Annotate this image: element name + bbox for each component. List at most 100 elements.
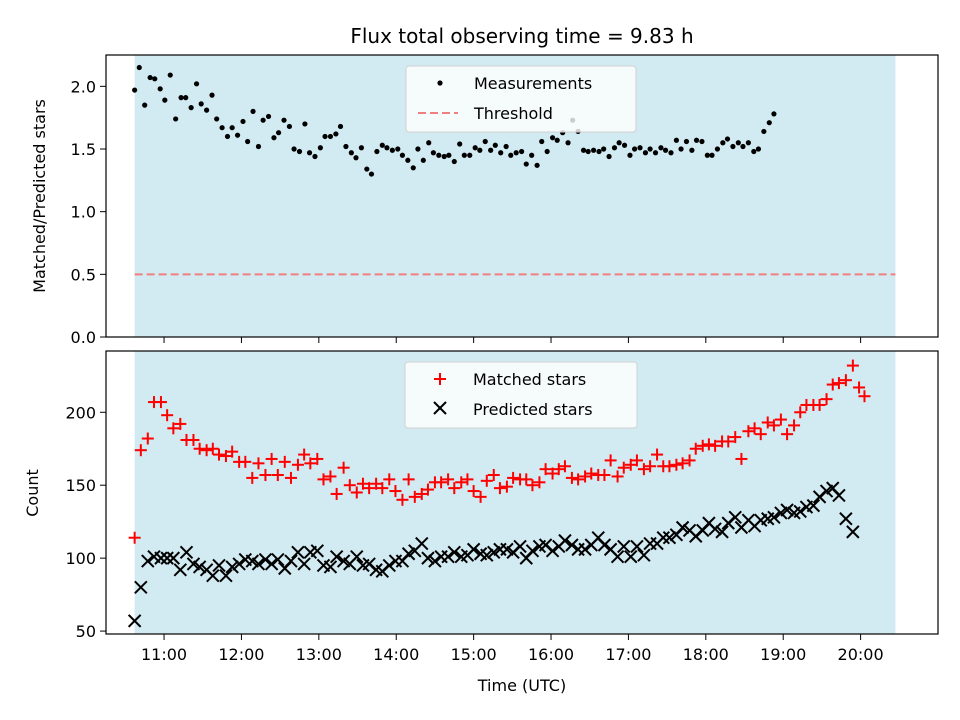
predicted-point xyxy=(578,542,592,557)
measurement-point xyxy=(658,145,664,151)
x-tick-label: 12:00 xyxy=(218,645,264,664)
measurement-point xyxy=(384,145,390,151)
measurement-point xyxy=(420,157,426,163)
measurement-point xyxy=(255,143,262,150)
top-x-ticks xyxy=(163,337,862,343)
measurement-point xyxy=(590,147,597,153)
top-y-tick-label: 1.5 xyxy=(71,140,96,159)
matched-point xyxy=(265,452,278,465)
predicted-point xyxy=(728,510,742,525)
top-y-tick-label: 0.0 xyxy=(71,328,96,347)
measurement-point xyxy=(157,86,163,92)
predicted-point xyxy=(767,510,781,525)
x-axis-label: Time (UTC) xyxy=(477,676,566,695)
matched-point xyxy=(350,486,363,499)
measurement-point xyxy=(508,152,514,158)
matched-point xyxy=(858,390,871,403)
predicted-point xyxy=(832,488,846,503)
predicted-point xyxy=(225,560,239,574)
predicted-point xyxy=(141,554,155,568)
measurement-point xyxy=(260,117,266,123)
measurement-point xyxy=(482,138,488,145)
predicted-point xyxy=(466,542,481,557)
matched-point xyxy=(839,374,852,387)
measurement-point xyxy=(410,165,416,171)
matched-point xyxy=(651,448,664,461)
matched-point xyxy=(676,457,689,470)
matched-point xyxy=(552,463,565,476)
matched-point xyxy=(246,471,259,484)
measurement-point xyxy=(596,148,602,155)
predicted-point xyxy=(428,554,442,568)
measurement-point xyxy=(492,142,498,148)
matched-point xyxy=(644,460,657,473)
predicted-point xyxy=(839,512,853,526)
measurement-point xyxy=(333,131,339,137)
predicted-point xyxy=(264,557,279,571)
top-y-axis-label: Matched/Predicted stars xyxy=(30,99,49,293)
measurement-point xyxy=(745,140,751,146)
measurement-point xyxy=(306,150,313,156)
predicted-point xyxy=(656,531,670,545)
measurement-point xyxy=(523,161,529,167)
measurement-point xyxy=(209,92,215,98)
bottom-axes-frame xyxy=(105,350,939,635)
matched-point xyxy=(630,454,643,467)
measurement-point xyxy=(477,147,483,153)
matched-point xyxy=(696,439,709,452)
matched-point xyxy=(383,473,396,486)
measurement-point xyxy=(281,117,287,123)
measurement-point xyxy=(173,116,179,122)
chart-title: Flux total observing time = 9.83 h xyxy=(350,24,693,48)
predicted-point xyxy=(127,614,142,628)
matched-point xyxy=(794,406,807,419)
measurement-point xyxy=(379,142,385,148)
measurement-point xyxy=(441,153,447,160)
predicted-point xyxy=(565,538,579,552)
predicted-point xyxy=(173,563,188,577)
predicted-point xyxy=(192,560,207,574)
matched-point xyxy=(298,448,311,461)
predicted-point xyxy=(558,533,572,548)
predicted-point xyxy=(329,549,344,564)
measurement-point xyxy=(348,150,354,156)
x-tick-label: 20:00 xyxy=(838,645,884,664)
measurement-point xyxy=(178,95,184,101)
matched-point xyxy=(663,460,676,473)
measurement-point xyxy=(193,81,200,87)
matched-point xyxy=(330,487,343,500)
measurement-point xyxy=(229,125,235,131)
measurement-point xyxy=(286,123,293,130)
matched-point xyxy=(134,444,147,457)
measurement-point xyxy=(317,145,323,151)
measurement-point xyxy=(730,143,736,150)
matched-point xyxy=(820,393,833,406)
measurement-point xyxy=(467,152,473,158)
x-tick-label: 17:00 xyxy=(605,645,651,664)
measurement-point xyxy=(337,123,344,130)
x-tick-label: 16:00 xyxy=(528,645,574,664)
measurement-point xyxy=(446,152,452,158)
predicted-point xyxy=(715,525,729,539)
measurement-point xyxy=(751,148,757,155)
measurement-point xyxy=(234,132,241,138)
matched-point xyxy=(742,425,755,438)
measurement-point xyxy=(771,111,777,117)
matched-point xyxy=(689,442,702,455)
matched-points xyxy=(128,359,871,544)
measurement-point xyxy=(457,141,463,147)
top-y-tick-label: 2.0 xyxy=(71,77,96,96)
predicted-point xyxy=(708,522,722,536)
top-y-tick-label: 0.5 xyxy=(71,265,96,284)
measurement-point xyxy=(214,116,220,122)
predicted-point xyxy=(179,545,194,560)
bottom-y-tick-label: 150 xyxy=(65,476,96,495)
measurement-point xyxy=(668,150,674,156)
measurement-point xyxy=(534,162,540,168)
matched-point xyxy=(853,381,866,394)
predicted-points xyxy=(127,481,860,628)
measurement-point xyxy=(735,140,741,146)
measurement-point xyxy=(761,128,767,135)
matched-point xyxy=(585,467,598,480)
measurement-point xyxy=(374,148,380,155)
